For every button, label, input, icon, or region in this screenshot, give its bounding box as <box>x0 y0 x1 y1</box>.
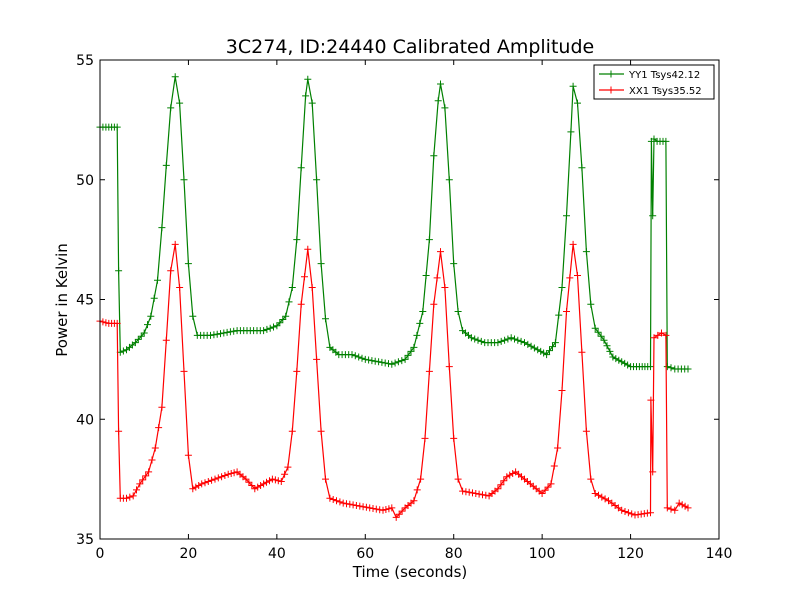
series-line <box>100 76 688 370</box>
y-tick-label: 45 <box>76 293 94 309</box>
x-tick-label: 40 <box>268 546 286 562</box>
legend-entry: XX1 Tsys35.52 <box>599 86 702 97</box>
y-tick-label: 50 <box>76 173 94 189</box>
legend: YY1 Tsys42.12 XX1 Tsys35.52 <box>593 64 715 100</box>
x-tick-label: 0 <box>96 546 105 562</box>
series-line <box>99 244 689 519</box>
chart-title: 3C274, ID:24440 Calibrated Amplitude <box>226 36 594 58</box>
legend-marker <box>607 86 615 94</box>
x-tick-label: 140 <box>706 546 733 562</box>
x-tick-label: 120 <box>617 546 644 562</box>
series-2 <box>96 240 692 521</box>
y-axis-title: Power in Kelvin <box>53 243 71 357</box>
axes: 0 20 40 60 80 100 120 140 35 40 45 50 55 <box>76 53 732 562</box>
y-tick-label: 40 <box>76 412 94 428</box>
y-tick-label: 35 <box>76 532 94 548</box>
y-tick-label: 55 <box>76 53 94 69</box>
legend-marker <box>607 70 615 78</box>
x-tick-label: 20 <box>180 546 198 562</box>
x-tick-label: 60 <box>356 546 374 562</box>
plot-area <box>96 73 692 521</box>
legend-entry: YY1 Tsys42.12 <box>599 70 700 81</box>
legend-label: XX1 Tsys35.52 <box>629 86 702 97</box>
legend-label: YY1 Tsys42.12 <box>628 70 700 81</box>
x-tick-label: 100 <box>529 546 556 562</box>
x-axis-title: Time (seconds) <box>352 563 468 581</box>
x-tick-label: 80 <box>445 546 463 562</box>
legend-box <box>593 64 715 100</box>
